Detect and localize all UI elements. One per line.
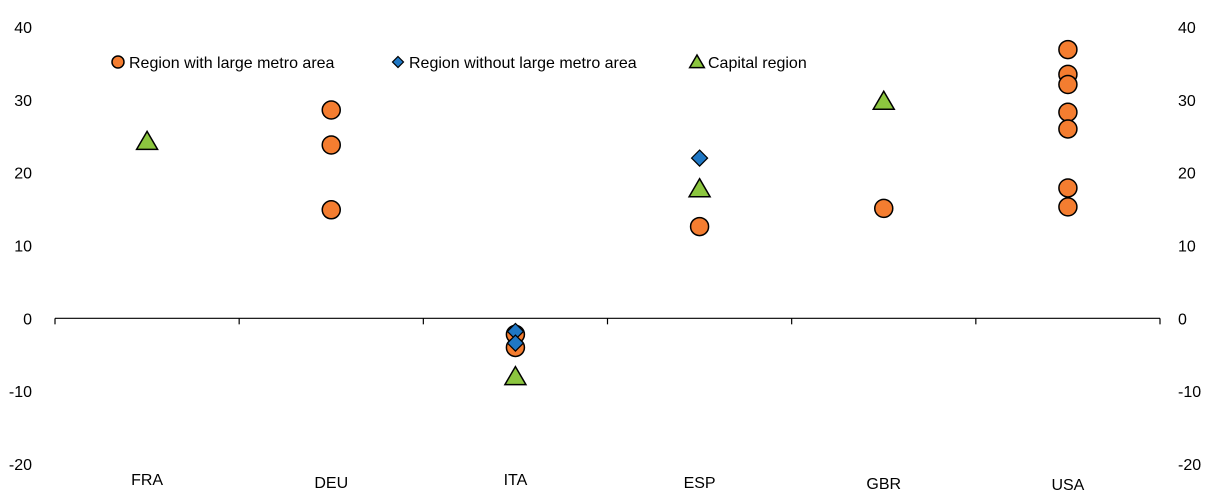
legend-marker-circle — [111, 55, 125, 69]
left-tick-label: 0 — [23, 311, 32, 328]
data-point-circle — [874, 198, 894, 219]
category-labels: FRA DEU ITA ESP GBR USA — [131, 472, 1085, 494]
right-tick-label: -20 — [1178, 457, 1201, 474]
category-label-usa: USA — [1051, 477, 1084, 494]
data-point-diamond — [690, 149, 709, 167]
data-point-triangle — [503, 365, 528, 386]
data-point-circle — [1058, 39, 1078, 60]
data-point-circle — [321, 100, 341, 120]
data-points — [135, 39, 1078, 386]
legend-label: Region without large metro area — [409, 55, 637, 72]
category-label-fra: FRA — [131, 472, 163, 489]
legend-label: Region with large metro area — [129, 55, 335, 72]
data-point-triangle — [687, 177, 712, 198]
left-tick-label: 10 — [14, 239, 32, 256]
data-point-circle — [321, 135, 341, 155]
legend-label: Capital region — [708, 55, 807, 72]
right-tick-label: 20 — [1178, 166, 1196, 183]
right-tick-label: 30 — [1178, 93, 1196, 110]
data-point-triangle — [871, 89, 896, 111]
right-tick-label: 10 — [1178, 239, 1196, 256]
left-tick-label: -10 — [9, 384, 32, 401]
left-tick-label: 30 — [14, 93, 32, 110]
left-tick-label: 20 — [14, 166, 32, 183]
data-point-circle — [321, 200, 341, 220]
data-point-circle — [1058, 119, 1078, 139]
axes — [54, 317, 1161, 325]
data-point-triangle — [135, 129, 159, 151]
category-label-esp: ESP — [684, 475, 716, 492]
left-tick-labels: -20 -10 0 10 20 30 40 — [9, 20, 32, 474]
category-label-ita: ITA — [504, 472, 528, 489]
legend-marker-diamond — [391, 55, 405, 69]
data-point-diamond — [506, 334, 525, 352]
category-label-gbr: GBR — [866, 476, 901, 493]
legend-marker-triangle — [688, 53, 706, 69]
right-tick-labels: -20 -10 0 10 20 30 40 — [1178, 20, 1201, 474]
right-tick-label: 40 — [1178, 20, 1196, 37]
left-tick-label: 40 — [14, 20, 32, 37]
category-label-deu: DEU — [314, 475, 348, 492]
legend: Region with large metro area Region witho… — [111, 53, 807, 72]
data-point-circle — [1058, 102, 1078, 122]
data-point-circle — [1058, 197, 1078, 217]
data-point-circle — [689, 216, 710, 237]
right-tick-label: -10 — [1178, 384, 1201, 401]
left-tick-label: -20 — [9, 457, 32, 474]
right-tick-label: 0 — [1178, 311, 1187, 328]
data-point-circle — [1058, 178, 1078, 198]
data-point-circle — [1058, 74, 1078, 95]
